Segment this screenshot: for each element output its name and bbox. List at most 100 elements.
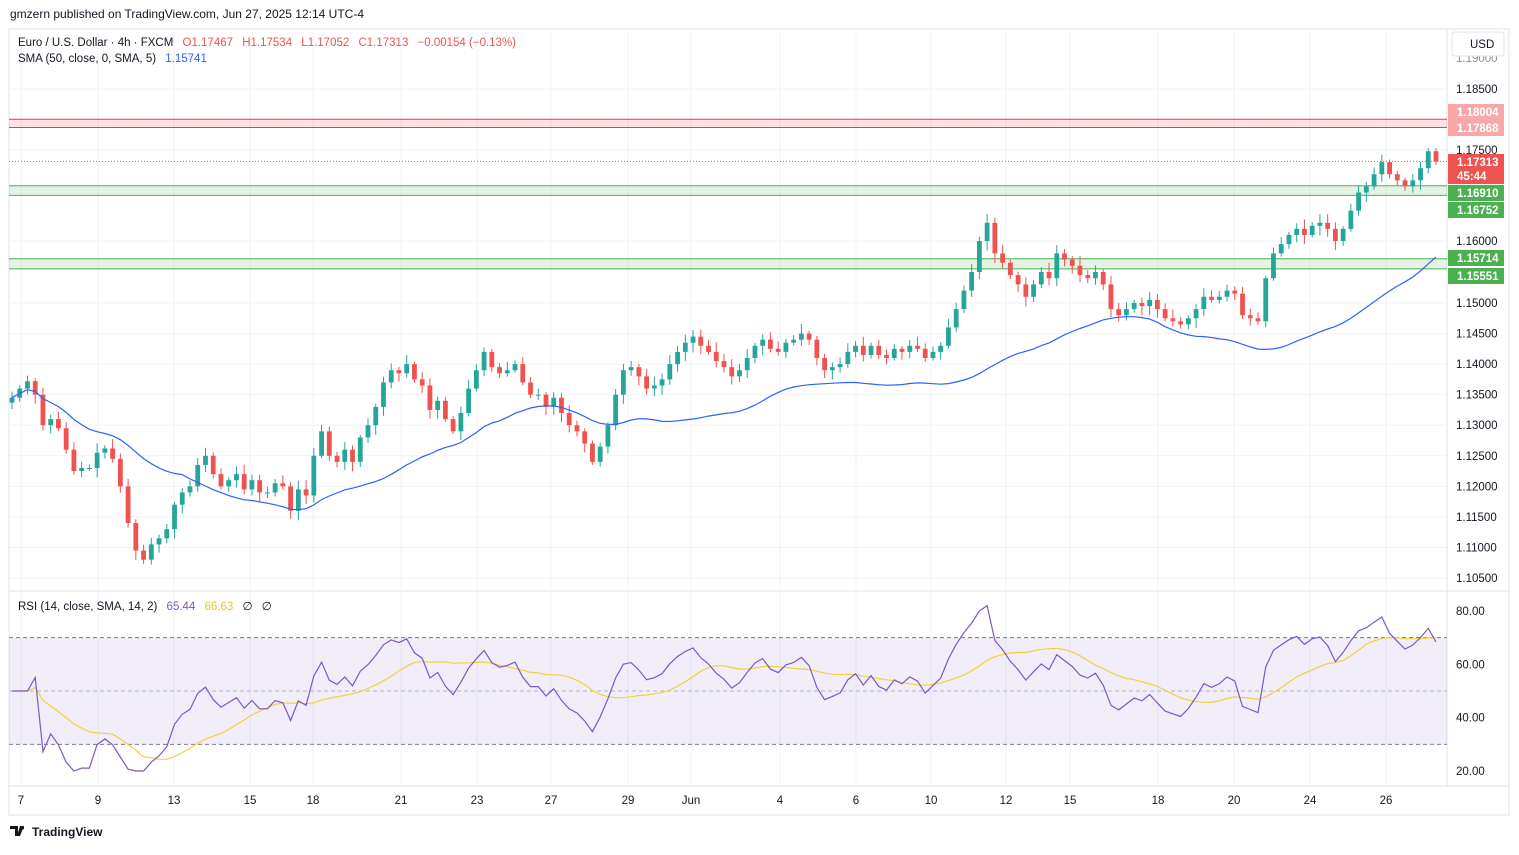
candle-body — [1302, 228, 1307, 235]
candle — [280, 475, 286, 490]
candle-body — [1216, 296, 1222, 300]
candle — [644, 369, 650, 395]
candle — [1356, 185, 1362, 216]
candle-body — [946, 327, 951, 346]
candle — [1139, 297, 1145, 316]
candle — [1371, 167, 1377, 190]
candle — [1394, 170, 1400, 186]
candle — [311, 447, 317, 503]
candle-body — [1394, 174, 1400, 181]
candle — [218, 468, 224, 490]
candle-body — [1278, 244, 1284, 254]
candle-body — [682, 342, 688, 352]
candle — [698, 329, 704, 355]
candle — [706, 340, 711, 355]
countdown-badge-bg — [1448, 168, 1504, 184]
candle — [1015, 271, 1021, 293]
candle — [884, 349, 889, 365]
candle — [125, 478, 131, 528]
candle — [226, 477, 232, 492]
candle-body — [249, 480, 255, 490]
time-tick-label: 23 — [471, 795, 484, 807]
candle-body — [303, 489, 309, 496]
candle — [868, 342, 874, 359]
tradingview-logo[interactable]: TradingView — [10, 825, 103, 839]
time-tick-label: 18 — [307, 795, 320, 807]
candle-body — [1224, 290, 1230, 297]
candle — [1209, 290, 1214, 303]
candle-body — [1418, 168, 1423, 181]
candle-body — [1069, 259, 1075, 266]
candle-body — [744, 358, 750, 371]
candle — [94, 443, 100, 478]
candle-body — [1240, 293, 1245, 316]
candle — [574, 420, 580, 437]
ohlc-change: −0.00154 (−0.13%) — [418, 37, 517, 49]
candle — [56, 411, 61, 432]
candle-body — [1162, 309, 1168, 319]
candle-body — [1433, 151, 1439, 162]
candle — [768, 332, 773, 353]
candle-body — [845, 351, 851, 365]
candle-body — [1402, 180, 1408, 187]
candle-body — [628, 367, 634, 371]
grid — [9, 29, 1447, 786]
candle-body — [1371, 174, 1377, 187]
candle — [744, 349, 750, 378]
candle — [1201, 288, 1207, 317]
candle — [1069, 256, 1075, 274]
candle — [605, 422, 611, 454]
candle-body — [884, 354, 889, 358]
support-badge-3-label: 1.15714 — [1457, 253, 1499, 265]
svg-text:SMA (50, close, 0, SMA, 5): SMA (50, close, 0, SMA, 5) 1.15741 — [18, 53, 207, 65]
candle — [1224, 284, 1230, 302]
candle-body — [1178, 321, 1184, 325]
candle-body — [721, 361, 727, 368]
candle — [651, 376, 657, 396]
candle-body — [156, 538, 162, 545]
candle-body — [435, 400, 441, 410]
candle-body — [1093, 272, 1098, 279]
candle — [713, 342, 719, 368]
candle — [1348, 203, 1354, 232]
candle — [783, 338, 789, 359]
candle — [1038, 267, 1044, 289]
support-badge-1: 1.16910 — [1448, 185, 1504, 201]
candle-body — [605, 425, 611, 447]
resistance-badge-top-bg — [1448, 104, 1504, 120]
candle-body — [891, 348, 897, 358]
candle — [984, 213, 990, 251]
currency-button-label[interactable]: USD — [1470, 39, 1494, 51]
price-tick-label: 1.11000 — [1456, 542, 1497, 554]
candle — [528, 377, 533, 398]
candle-body — [1000, 253, 1006, 263]
candle-body — [466, 388, 472, 413]
currency-button[interactable]: USD — [1451, 31, 1505, 57]
candle — [63, 422, 69, 454]
candle — [404, 355, 410, 378]
candle-body — [876, 345, 882, 355]
candle-body — [1100, 272, 1106, 285]
candle-body — [590, 443, 595, 462]
candle — [1124, 302, 1129, 321]
candle — [303, 480, 309, 505]
support-badge-1-label: 1.16910 — [1457, 188, 1499, 200]
time-tick-label: 7 — [18, 795, 24, 807]
candle-body — [798, 333, 804, 340]
candle — [497, 363, 502, 378]
candle — [582, 428, 588, 453]
candle — [775, 341, 781, 356]
candle — [915, 336, 920, 353]
support-badge-3-bg — [1448, 250, 1504, 266]
candle-body — [234, 474, 239, 481]
candle — [976, 236, 982, 280]
candle-body — [481, 351, 487, 371]
candle-body — [814, 339, 820, 358]
time-tick-label: 27 — [545, 795, 558, 807]
candle-body — [837, 364, 843, 368]
time-axis: 7 9 13 15 18 21 23 27 29 Jun 4 6 10 12 15 18 20 24 26 — [18, 795, 1393, 807]
time-tick-label: Jun — [682, 795, 701, 807]
candle-body — [512, 364, 518, 371]
